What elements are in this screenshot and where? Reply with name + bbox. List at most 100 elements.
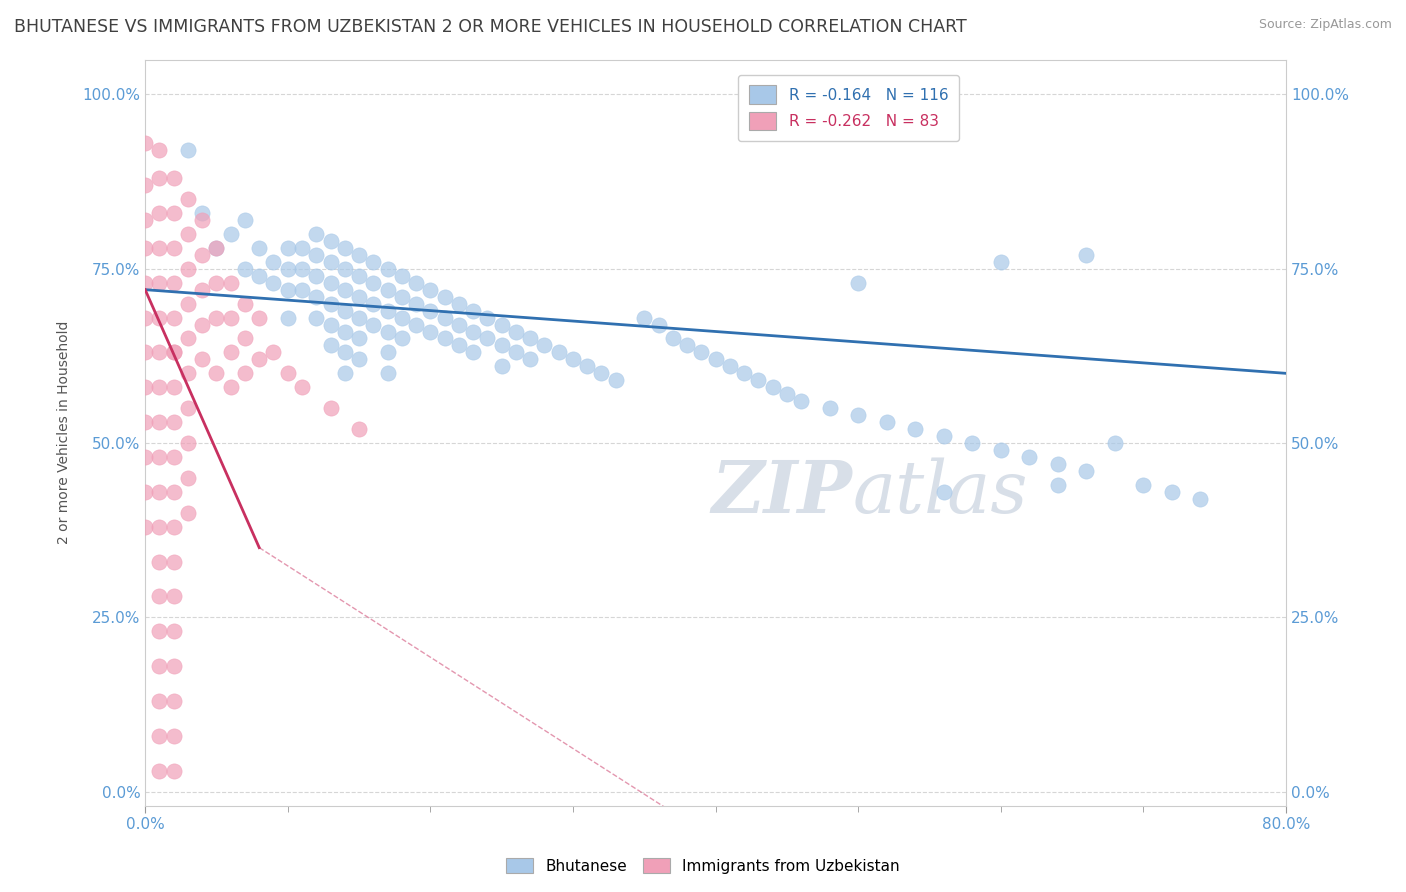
Point: [505, 325, 527, 339]
Point: [163, 380, 186, 394]
Point: [163, 450, 186, 464]
Point: [447, 338, 470, 352]
Point: [876, 415, 898, 429]
Point: [148, 310, 170, 325]
Point: [233, 261, 256, 276]
Point: [347, 310, 370, 325]
Point: [134, 380, 156, 394]
Point: [547, 345, 569, 359]
Point: [177, 227, 200, 241]
Point: [846, 408, 869, 422]
Point: [519, 331, 541, 345]
Point: [177, 192, 200, 206]
Point: [932, 484, 955, 499]
Point: [990, 443, 1012, 458]
Point: [491, 338, 513, 352]
Point: [205, 367, 228, 381]
Point: [134, 415, 156, 429]
Point: [463, 303, 485, 318]
Point: [134, 276, 156, 290]
Point: [205, 310, 228, 325]
Point: [347, 352, 370, 367]
Point: [191, 318, 214, 332]
Point: [377, 325, 399, 339]
Point: [904, 422, 927, 436]
Point: [148, 659, 170, 673]
Point: [163, 241, 186, 255]
Point: [148, 380, 170, 394]
Point: [333, 261, 356, 276]
Point: [1046, 478, 1069, 492]
Text: Source: ZipAtlas.com: Source: ZipAtlas.com: [1258, 18, 1392, 31]
Point: [305, 268, 328, 283]
Point: [377, 367, 399, 381]
Point: [277, 367, 299, 381]
Text: ZIP: ZIP: [711, 457, 852, 528]
Point: [148, 450, 170, 464]
Point: [377, 261, 399, 276]
Point: [960, 436, 983, 450]
Point: [704, 352, 727, 367]
Point: [405, 276, 427, 290]
Point: [319, 401, 342, 416]
Point: [363, 276, 385, 290]
Point: [377, 345, 399, 359]
Point: [333, 303, 356, 318]
Point: [319, 318, 342, 332]
Point: [433, 310, 456, 325]
Point: [932, 429, 955, 443]
Point: [1189, 491, 1212, 506]
Point: [148, 764, 170, 778]
Point: [163, 555, 186, 569]
Point: [177, 367, 200, 381]
Text: BHUTANESE VS IMMIGRANTS FROM UZBEKISTAN 2 OR MORE VEHICLES IN HOUSEHOLD CORRELAT: BHUTANESE VS IMMIGRANTS FROM UZBEKISTAN …: [14, 18, 967, 36]
Point: [319, 276, 342, 290]
Point: [148, 555, 170, 569]
Point: [377, 303, 399, 318]
Point: [391, 310, 413, 325]
Point: [134, 241, 156, 255]
Point: [263, 345, 285, 359]
Point: [134, 310, 156, 325]
Point: [163, 590, 186, 604]
Point: [333, 367, 356, 381]
Point: [205, 241, 228, 255]
Point: [818, 401, 841, 416]
Point: [291, 283, 314, 297]
Point: [363, 318, 385, 332]
Point: [305, 248, 328, 262]
Point: [277, 241, 299, 255]
Point: [148, 624, 170, 639]
Point: [505, 345, 527, 359]
Point: [319, 234, 342, 248]
Point: [163, 729, 186, 743]
Point: [391, 331, 413, 345]
Legend: Bhutanese, Immigrants from Uzbekistan: Bhutanese, Immigrants from Uzbekistan: [501, 852, 905, 880]
Point: [333, 325, 356, 339]
Point: [305, 290, 328, 304]
Point: [163, 310, 186, 325]
Point: [761, 380, 783, 394]
Point: [191, 248, 214, 262]
Point: [391, 268, 413, 283]
Point: [333, 345, 356, 359]
Point: [433, 331, 456, 345]
Point: [319, 254, 342, 268]
Point: [519, 352, 541, 367]
Point: [233, 213, 256, 227]
Point: [419, 303, 441, 318]
Point: [405, 296, 427, 310]
Point: [163, 764, 186, 778]
Point: [163, 415, 186, 429]
Point: [163, 171, 186, 186]
Point: [148, 345, 170, 359]
Point: [233, 296, 256, 310]
Point: [177, 506, 200, 520]
Point: [277, 283, 299, 297]
Point: [163, 206, 186, 220]
Point: [148, 276, 170, 290]
Point: [177, 471, 200, 485]
Point: [733, 367, 755, 381]
Point: [676, 338, 699, 352]
Point: [219, 345, 242, 359]
